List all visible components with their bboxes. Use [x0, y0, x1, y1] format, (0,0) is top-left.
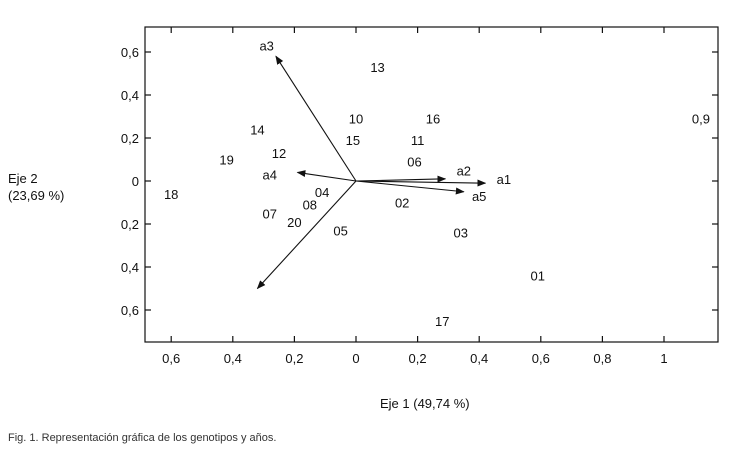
point-label: 08 [303, 198, 317, 213]
vector-label: a5 [472, 189, 486, 204]
x-axis-label: Eje 1 (49,74 %) [380, 396, 470, 411]
x-tick-label: 0,6 [532, 351, 550, 366]
vector-arrow [355, 175, 447, 183]
point-label: 02 [395, 196, 409, 211]
x-tick-label: 0,2 [409, 351, 427, 366]
point-label: 18 [164, 187, 178, 202]
point-label: 12 [272, 146, 286, 161]
y-tick-label: 0,4 [121, 260, 139, 275]
vector-label: a1 [497, 172, 511, 187]
vector-arrow [256, 180, 357, 290]
y-tick-label: 0 [132, 174, 139, 189]
vector-arrow [355, 179, 487, 187]
vector-arrow [355, 180, 465, 195]
point-label: 04 [315, 185, 329, 200]
vector-label: a4 [263, 168, 277, 183]
x-tick-label: 0,4 [470, 351, 488, 366]
point-label: 01 [530, 269, 544, 284]
plot-frame [144, 26, 719, 343]
x-axis-ticks: 0,6 0,4 0,2 0 0,2 0,4 0,6 0,8 1 [162, 27, 668, 366]
point-label: 11 [411, 133, 425, 148]
y-tick-label: 0,6 [121, 45, 139, 60]
point-label: 03 [453, 226, 467, 241]
x-tick-label: 0,4 [224, 351, 242, 366]
point-label: 20 [287, 215, 301, 230]
point-label: 13 [370, 60, 384, 75]
x-tick-label: 0,8 [593, 351, 611, 366]
x-tick-label: 0 [352, 351, 359, 366]
x-tick-label: 0,6 [162, 351, 180, 366]
y-axis-label-line1: Eje 2 [8, 171, 38, 186]
vector-arrow [275, 55, 357, 182]
y-axis-label-line2: (23,69 %) [8, 188, 65, 203]
point-label: 14 [250, 122, 264, 137]
point-label: 17 [435, 314, 449, 329]
x-tick-label: 1 [660, 351, 667, 366]
point-label: 16 [426, 112, 440, 127]
point-label: 07 [263, 206, 277, 221]
point-label: 10 [349, 112, 363, 127]
y-tick-label: 0,2 [121, 217, 139, 232]
point-label: 06 [407, 155, 421, 170]
y-axis-ticks: 0,6 0,4 0,2 0 0,2 0,4 0,6 [121, 45, 718, 318]
figure-caption: Fig. 1. Representación gráfica de los ge… [8, 432, 277, 444]
x-tick-label: 0,2 [285, 351, 303, 366]
vector-arrow [296, 170, 357, 182]
vector-label: a3 [259, 39, 273, 54]
y-axis-label: Eje 2 (23,69 %) [8, 170, 64, 204]
point-label: 05 [333, 223, 347, 238]
vector-label: a2 [457, 163, 471, 178]
plot-border [144, 26, 719, 343]
point-label: 0,9 [692, 112, 710, 127]
y-tick-label: 0,2 [121, 131, 139, 146]
point-label: 15 [346, 133, 360, 148]
point-label: 19 [219, 153, 233, 168]
y-tick-label: 0,6 [121, 303, 139, 318]
y-tick-label: 0,4 [121, 88, 139, 103]
